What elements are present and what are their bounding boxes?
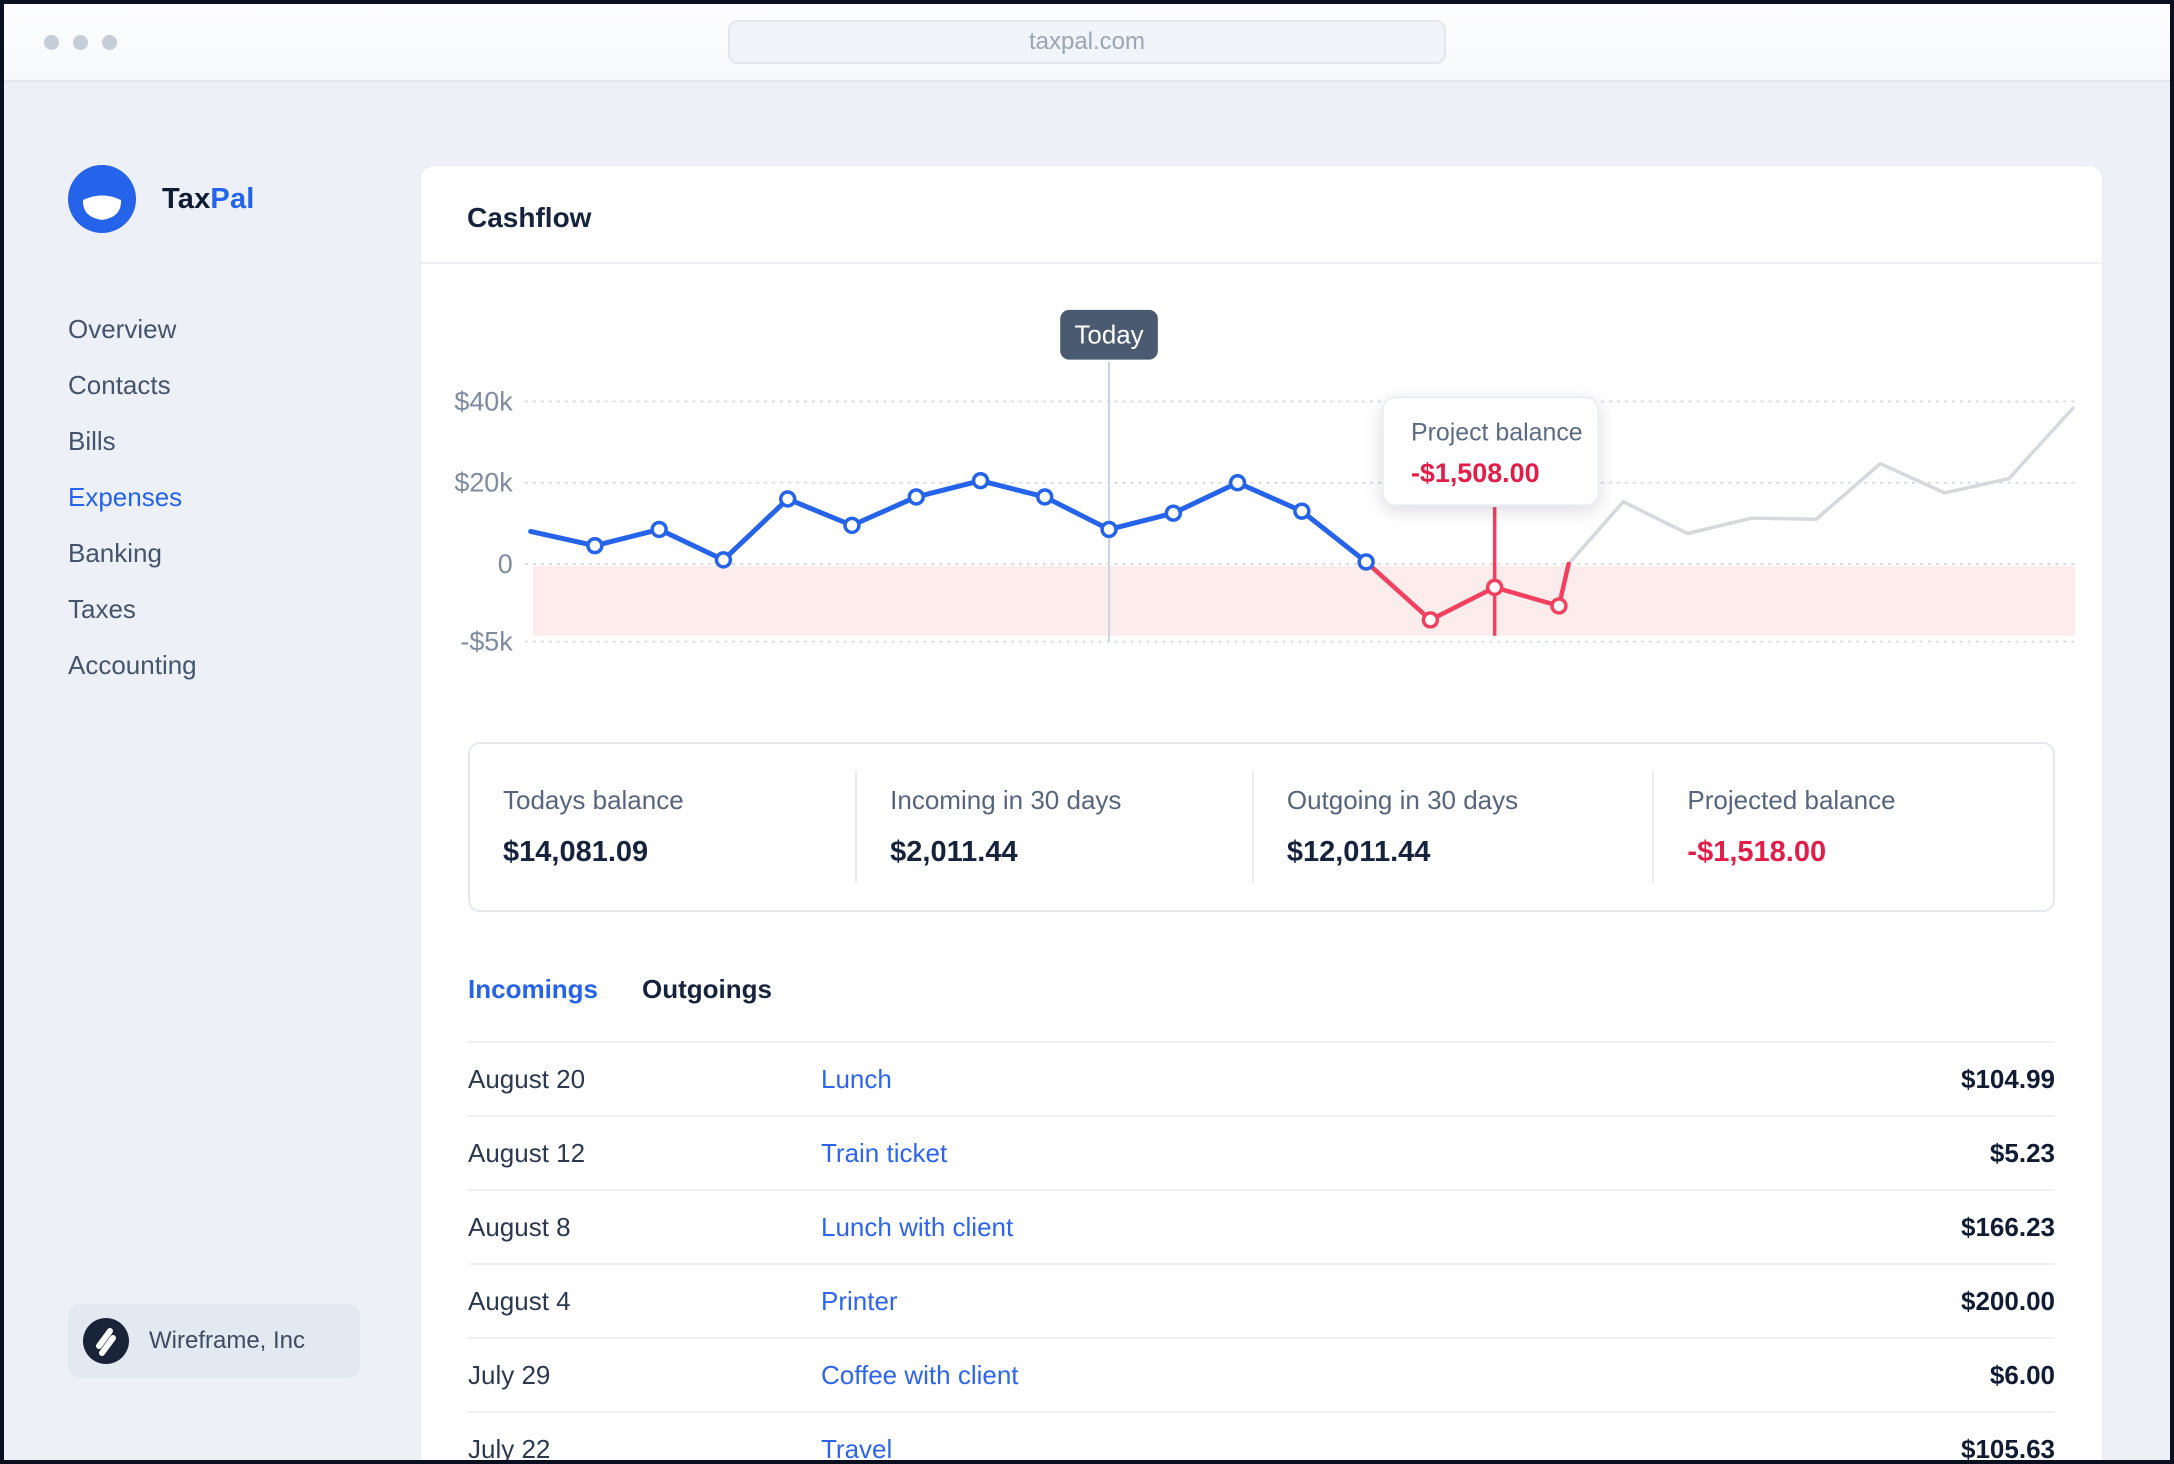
transaction-amount: $166.23 [1961,1211,2055,1242]
stat-value: $14,081.09 [503,836,649,869]
transaction-link[interactable]: Lunch [821,1063,892,1094]
transaction-amount: $6.00 [1989,1359,2055,1390]
card-header: Cashflow [421,166,2102,264]
tab-incomings[interactable]: Incomings [468,974,599,1005]
sidebar-item-taxes[interactable]: Taxes [68,594,136,624]
transaction-date: July 29 [468,1359,551,1390]
page-title: Cashflow [467,202,592,233]
stat-label: Outgoing in 30 days [1286,785,1519,816]
tab-outgoings[interactable]: Outgoings [642,974,772,1005]
company-switcher[interactable]: Wireframe, Inc [68,1304,360,1378]
cashflow-card: Cashflow $40k $20k 0 -$5k Today Project balan… [420,165,2103,1460]
table-row: August 8 Lunch with client $166.23 [468,1189,2055,1263]
stat-value: $12,011.44 [1286,836,1431,869]
stat-value: -$1,518.00 [1687,836,1827,869]
transaction-link[interactable]: Printer [821,1285,898,1316]
transaction-link[interactable]: Lunch with client [821,1211,1014,1242]
transaction-date: August 8 [468,1211,571,1242]
taxpal-logo-icon [68,165,136,233]
transaction-amount: $200.00 [1961,1285,2055,1316]
sidebar-item-accounting[interactable]: Accounting [68,650,197,680]
stat-projected-balance: Projected balance -$1,518.00 [1652,771,2053,884]
window-controls [44,34,117,50]
main-area: Cashflow $40k $20k 0 -$5k Today Project balan… [420,82,2170,1460]
company-logo-icon [83,1318,129,1364]
table-row: August 4 Printer $200.00 [468,1263,2055,1337]
company-name: Wireframe, Inc [149,1327,306,1354]
brand-name: TaxPal [162,183,255,216]
transactions-table: August 20 Lunch $104.99 August 12 Train tick… [468,1041,2055,1460]
transaction-date: August 12 [468,1137,586,1168]
table-row: August 20 Lunch $104.99 [468,1041,2055,1115]
sidebar-item-bills[interactable]: Bills [68,426,116,456]
transaction-amount: $104.99 [1961,1063,2055,1094]
transaction-amount: $105.63 [1961,1433,2055,1460]
svg-text:Today: Today [1074,322,1143,350]
stat-outgoing-in-30-days: Outgoing in 30 days $12,011.44 [1251,771,1653,884]
svg-text:-$1,508.00: -$1,508.00 [1411,458,1540,488]
window-control-dot [44,34,59,50]
sidebar: TaxPal Overview Contacts Bills Expenses Bank… [4,82,420,1460]
sidebar-item-banking[interactable]: Banking [68,538,162,568]
table-row: July 22 Travel $105.63 [468,1411,2055,1460]
transaction-link[interactable]: Coffee with client [821,1359,1019,1390]
stat-todays-balance: Todays balance $14,081.09 [470,771,855,883]
transaction-link[interactable]: Travel [821,1433,893,1460]
sidebar-item-overview[interactable]: Overview [68,314,177,344]
transaction-tabs: Incomings Outgoings [468,974,2055,1005]
url-bar[interactable]: taxpal.com [728,20,1446,64]
chart-area: $40k $20k 0 -$5k Today Project balance -$1,508… [421,264,2102,728]
cashflow-chart: $40k $20k 0 -$5k Today Project balance -$1,508… [454,309,2077,657]
svg-text:0: 0 [498,549,513,579]
table-row: August 12 Train ticket $5.23 [468,1115,2055,1189]
stat-label: Todays balance [503,785,684,816]
transaction-amount: $5.23 [1989,1137,2055,1168]
sidebar-nav: Overview Contacts Bills Expenses Banking Taxe… [68,301,420,693]
brand-prefix: Tax [162,182,211,215]
sidebar-item-contacts[interactable]: Contacts [68,370,171,400]
stats-summary: Todays balance $14,081.09 Incoming in 30 d… [468,742,2055,913]
transaction-date: August 20 [468,1063,586,1094]
sidebar-item-expenses[interactable]: Expenses [68,482,183,512]
table-row: July 29 Coffee with client $6.00 [468,1337,2055,1411]
svg-text:$20k: $20k [454,468,513,498]
window-control-dot [102,34,117,50]
svg-text:$40k: $40k [454,386,513,416]
taxpal-logo: TaxPal [68,165,420,233]
brand-suffix: Pal [210,182,255,215]
transaction-date: August 4 [468,1285,571,1316]
app-body: TaxPal Overview Contacts Bills Expenses Bank… [4,82,2170,1460]
transaction-date: July 22 [468,1433,551,1460]
transaction-link[interactable]: Train ticket [821,1137,948,1168]
window-control-dot [73,34,88,50]
browser-chrome: taxpal.com [4,4,2170,82]
stat-value: $2,011.44 [890,836,1018,869]
svg-text:-$5k: -$5k [460,627,513,657]
svg-text:Project balance: Project balance [1411,418,1583,446]
project-balance-tooltip: Project balance -$1,508.00 [1382,396,1600,506]
stat-label: Projected balance [1687,785,1896,816]
stat-incoming-in-30-days: Incoming in 30 days $2,011.44 [855,771,1252,884]
stat-label: Incoming in 30 days [890,785,1122,816]
